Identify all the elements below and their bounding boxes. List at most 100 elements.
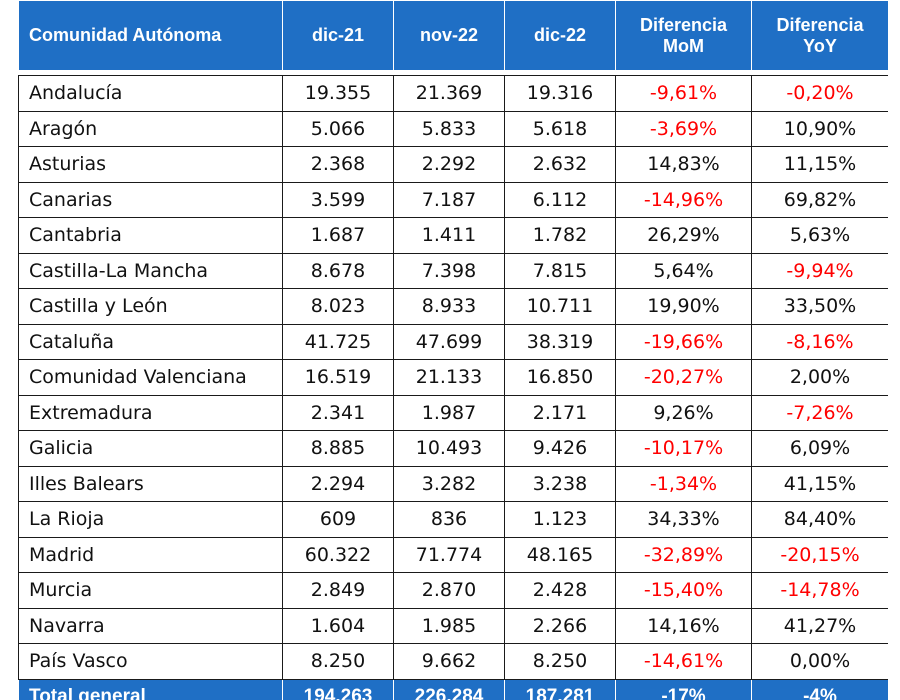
table-row: Asturias 2.368 2.292 2.632 14,83% 11,15% [18,146,888,183]
cell-yoy: -20,15% [751,536,888,573]
cell-dic-22: 7.815 [504,252,616,289]
cell-dic-22: 9.426 [504,430,616,467]
table-row: Castilla y León 8.023 8.933 10.711 19,90% 33,… [18,288,888,325]
cell-mom: 9,26% [615,394,752,431]
table-header-row: Comunidad Autónoma dic-21 nov-22 dic-22 … [18,0,888,71]
cell-mom: -1,34% [615,465,752,502]
cell-dic-21: 8.250 [282,643,394,680]
cell-yoy: -14,78% [751,572,888,609]
header-dic-21: dic-21 [282,0,394,71]
table-row: Madrid 60.322 71.774 48.165 -32,89% -20,15% [18,536,888,573]
cell-community: Castilla y León [18,288,283,325]
cell-community: Castilla-La Mancha [18,252,283,289]
data-table-container: Comunidad Autónoma dic-21 nov-22 dic-22 … [18,0,888,700]
table-row: Andalucía 19.355 21.369 19.316 -9,61% -0,20% [18,75,888,112]
cell-mom: 34,33% [615,501,752,538]
cell-community: Illes Balears [18,465,283,502]
cell-dic-22: 2.428 [504,572,616,609]
cell-nov-22: 836 [393,501,505,538]
cell-yoy: -7,26% [751,394,888,431]
cell-mom: -14,61% [615,643,752,680]
cell-dic-21: 609 [282,501,394,538]
cell-nov-22: 8.933 [393,288,505,325]
cell-dic-21: 2.341 [282,394,394,431]
cell-community: Andalucía [18,75,283,112]
cell-mom: 5,64% [615,252,752,289]
cell-nov-22: 47.699 [393,323,505,360]
cell-dic-22: 1.782 [504,217,616,254]
cell-community: Madrid [18,536,283,573]
cell-community: Galicia [18,430,283,467]
cell-dic-22: 3.238 [504,465,616,502]
cell-yoy: 41,27% [751,607,888,644]
cell-dic-21: 5.066 [282,110,394,147]
cell-dic-21: 2.368 [282,146,394,183]
cell-dic-21: 2.294 [282,465,394,502]
total-yoy: -4% [751,678,888,700]
cell-dic-22: 8.250 [504,643,616,680]
cell-dic-22: 5.618 [504,110,616,147]
table-row: Canarias 3.599 7.187 6.112 -14,96% 69,82% [18,181,888,218]
cell-nov-22: 1.411 [393,217,505,254]
table-body: Andalucía 19.355 21.369 19.316 -9,61% -0,20% A… [18,70,888,680]
cell-mom: -10,17% [615,430,752,467]
cell-yoy: 10,90% [751,110,888,147]
total-row: Total general 194.263 226.284 187.281 -1… [18,678,888,700]
total-mom: -17% [615,678,752,700]
cell-mom: -9,61% [615,75,752,112]
cell-mom: -20,27% [615,359,752,396]
header-spacer-row [18,70,888,76]
cell-nov-22: 21.133 [393,359,505,396]
table-row: Navarra 1.604 1.985 2.266 14,16% 41,27% [18,607,888,644]
cell-community: Comunidad Valenciana [18,359,283,396]
table-row: Galicia 8.885 10.493 9.426 -10,17% 6,09% [18,430,888,467]
cell-dic-21: 8.023 [282,288,394,325]
cell-community: Navarra [18,607,283,644]
total-dic-21: 194.263 [282,678,394,700]
cell-yoy: 84,40% [751,501,888,538]
total-dic-22: 187.281 [504,678,616,700]
cell-mom: 26,29% [615,217,752,254]
cell-yoy: 2,00% [751,359,888,396]
cell-nov-22: 21.369 [393,75,505,112]
header-community: Comunidad Autónoma [18,0,283,71]
cell-mom: -14,96% [615,181,752,218]
table-row: Comunidad Valenciana 16.519 21.133 16.850 -2… [18,359,888,396]
cell-dic-21: 1.687 [282,217,394,254]
table-row: Castilla-La Mancha 8.678 7.398 7.815 5,64% -9… [18,252,888,289]
cell-mom: 14,16% [615,607,752,644]
cell-community: La Rioja [18,501,283,538]
cell-community: Cataluña [18,323,283,360]
cell-yoy: 0,00% [751,643,888,680]
cell-community: Cantabria [18,217,283,254]
cell-nov-22: 1.987 [393,394,505,431]
cell-dic-22: 38.319 [504,323,616,360]
cell-nov-22: 2.292 [393,146,505,183]
cell-mom: -3,69% [615,110,752,147]
total-nov-22: 226.284 [393,678,505,700]
cell-dic-22: 48.165 [504,536,616,573]
cell-mom: -15,40% [615,572,752,609]
cell-dic-21: 1.604 [282,607,394,644]
table-row: Murcia 2.849 2.870 2.428 -15,40% -14,78% [18,572,888,609]
table-row: Illes Balears 2.294 3.282 3.238 -1,34% 41,15% [18,465,888,502]
cell-nov-22: 2.870 [393,572,505,609]
cell-dic-22: 2.266 [504,607,616,644]
cell-mom: 19,90% [615,288,752,325]
total-label: Total general [18,678,283,700]
cell-yoy: 6,09% [751,430,888,467]
cell-community: Murcia [18,572,283,609]
table-row: Aragón 5.066 5.833 5.618 -3,69% 10,90% [18,110,888,147]
autonomous-community-table: Comunidad Autónoma dic-21 nov-22 dic-22 … [18,0,888,700]
cell-dic-21: 8.885 [282,430,394,467]
cell-dic-22: 2.171 [504,394,616,431]
cell-nov-22: 9.662 [393,643,505,680]
cell-yoy: 69,82% [751,181,888,218]
cell-dic-22: 2.632 [504,146,616,183]
header-yoy: Diferencia YoY [751,0,888,71]
cell-community: Extremadura [18,394,283,431]
cell-yoy: 11,15% [751,146,888,183]
cell-dic-22: 19.316 [504,75,616,112]
cell-dic-22: 10.711 [504,288,616,325]
table-row: Cataluña 41.725 47.699 38.319 -19,66% -8,16% [18,323,888,360]
